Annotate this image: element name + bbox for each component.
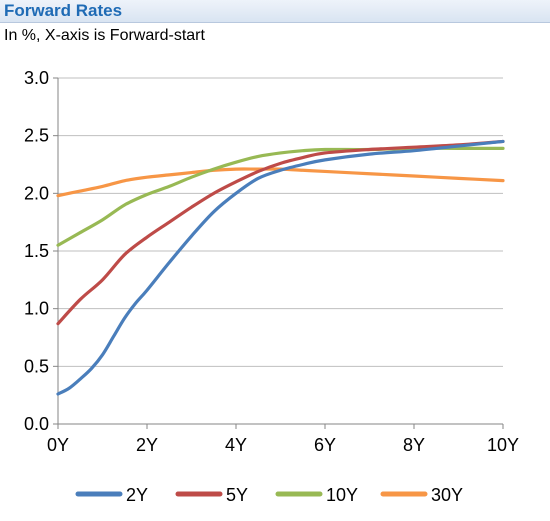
series-line-2y <box>56 139 505 396</box>
x-tick-label: 10Y <box>487 435 519 455</box>
x-tick-label: 4Y <box>225 435 247 455</box>
x-tick-label: 2Y <box>136 435 158 455</box>
series-lines <box>56 139 505 396</box>
y-tick-label: 2.5 <box>24 126 49 146</box>
legend-label-5y: 5Y <box>226 485 248 505</box>
y-tick-label: 1.0 <box>24 299 49 319</box>
grid-lines <box>58 77 503 367</box>
x-tick-label: 0Y <box>47 435 69 455</box>
x-tick-label: 8Y <box>403 435 425 455</box>
title-bar: Forward Rates <box>0 0 550 23</box>
chart-subtitle: In %, X-axis is Forward-start <box>4 27 205 44</box>
chart-title: Forward Rates <box>4 1 123 20</box>
y-tick-label: 1.5 <box>24 241 49 261</box>
y-tick-label: 0.0 <box>24 414 49 434</box>
y-tick-label: 3.0 <box>24 68 49 88</box>
legend: 2Y 5Y 10Y 30Y <box>75 485 463 505</box>
series-line-30y <box>56 167 505 198</box>
x-tick-label: 6Y <box>314 435 336 455</box>
y-tick-label: 2.0 <box>24 183 49 203</box>
series-line-5y <box>56 139 505 326</box>
legend-label-2y: 2Y <box>126 485 148 505</box>
legend-label-10y: 10Y <box>326 485 358 505</box>
legend-label-30y: 30Y <box>431 485 463 505</box>
y-tick-label: 0.5 <box>24 356 49 376</box>
axes: 0.0 0.5 1.0 1.5 2.0 2.5 3.0 0Y 2Y 4Y 6Y 8Y 10Y <box>24 68 519 455</box>
